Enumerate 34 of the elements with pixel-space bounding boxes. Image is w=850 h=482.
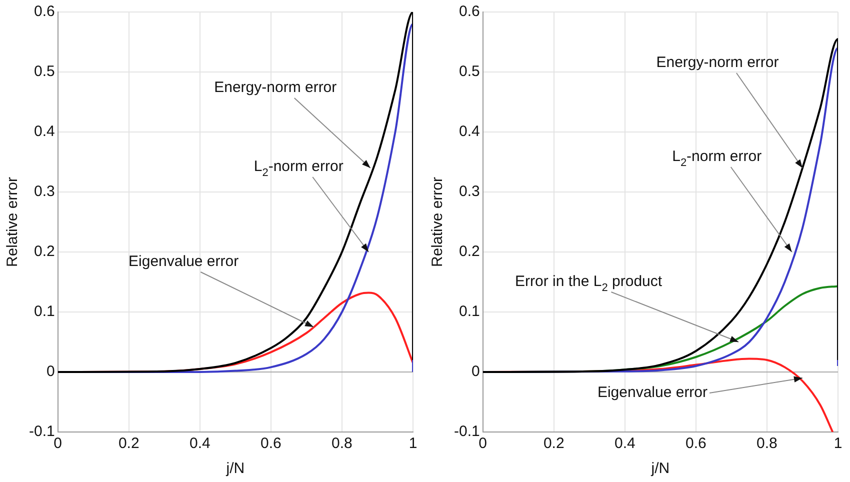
y-axis-title: Relative error (4, 176, 22, 268)
annotation: Energy-norm error (214, 79, 337, 96)
y-tick-label: 0.1 (458, 303, 480, 320)
x-tick-label: 1 (834, 435, 842, 452)
y-tick-label: -0.1 (454, 423, 480, 440)
y-tick-label: 0.6 (458, 3, 480, 20)
y-tick-label: 0 (472, 363, 480, 380)
x-tick-label: 0.6 (686, 435, 706, 452)
x-tick-label: 0.4 (614, 435, 636, 452)
annotation: Eigenvalue error (597, 384, 708, 402)
y-tick-label: 0.6 (34, 3, 55, 20)
y-tick-label: 0.5 (458, 63, 480, 80)
y-tick-label: 0.2 (34, 243, 55, 260)
y-tick-label: 0.4 (458, 123, 480, 140)
y-tick-label: 0.5 (34, 63, 55, 80)
annotation: Eigenvalue error (128, 253, 239, 270)
x-tick-label: 0.2 (543, 435, 564, 452)
x-tick-label: 0.2 (118, 435, 140, 452)
y-tick-label: 0.1 (34, 303, 55, 320)
y-tick-label: 0.3 (458, 183, 480, 200)
x-axis-title: j/N (650, 460, 670, 478)
y-tick-label: -0.1 (28, 423, 55, 440)
x-tick-label: 0.8 (756, 435, 778, 452)
x-tick-label: 0.6 (260, 435, 282, 452)
y-axis-title: Relative error (429, 176, 446, 268)
x-tick-label: 0.4 (189, 435, 210, 452)
y-tick-label: 0.4 (34, 123, 55, 140)
annotation: Energy-norm error (656, 54, 779, 72)
x-tick-label: 0.8 (332, 435, 352, 452)
x-axis-title: j/N (225, 460, 245, 478)
y-tick-label: 0.3 (34, 183, 55, 200)
y-tick-label: 0 (46, 363, 55, 380)
x-tick-label: 1 (408, 435, 418, 452)
y-tick-label: 0.2 (458, 243, 480, 260)
